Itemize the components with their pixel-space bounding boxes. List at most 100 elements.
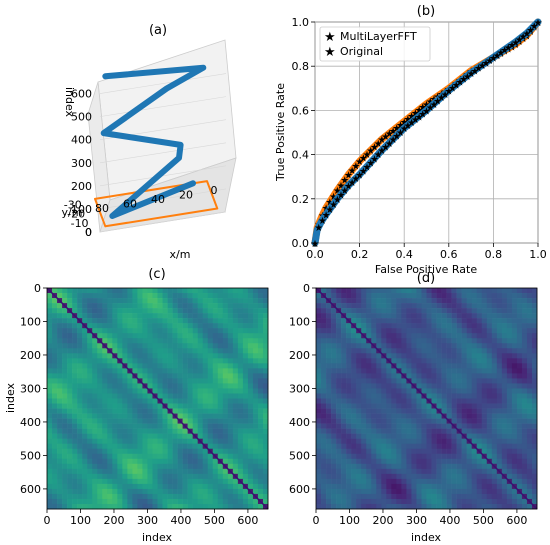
heatmap-cell (87, 293, 93, 299)
heatmap-cell (112, 403, 118, 409)
heatmap-cell (421, 443, 427, 450)
heatmap-cell (496, 438, 503, 444)
heatmap-cell (122, 423, 128, 429)
heatmap-cell (446, 358, 452, 364)
heatmap-cell (82, 388, 88, 394)
heatmap-cell (456, 368, 462, 374)
heatmap-cell (321, 353, 327, 359)
heatmap-cell (157, 348, 163, 354)
heatmap-cell (242, 438, 249, 444)
heatmap-cell (476, 368, 483, 374)
heatmap-cell (92, 428, 98, 434)
heatmap-cell (62, 478, 68, 485)
heatmap-cell (376, 293, 382, 299)
heatmap-cell (516, 383, 523, 389)
heatmap-cell (326, 378, 332, 384)
heatmap-cell (496, 498, 503, 505)
heatmap-cell (177, 313, 183, 319)
heatmap-cell (127, 478, 133, 485)
heatmap-cell (182, 403, 188, 409)
heatmap-cell (351, 368, 357, 374)
heatmap-cell (346, 323, 352, 329)
heatmap-cell (531, 293, 538, 299)
heatmap-cell (531, 453, 538, 460)
heatmap-cell (486, 503, 493, 510)
heatmap-cell (117, 323, 123, 329)
heatmap-cell (82, 488, 88, 495)
heatmap-cell (326, 463, 332, 470)
heatmap-cell (511, 463, 518, 470)
roc-multilayerfft-point: ★ (467, 69, 476, 80)
heatmap-cell (471, 343, 478, 349)
heatmap-cell (496, 458, 503, 465)
heatmap-cell (366, 363, 372, 369)
heatmap-cell (421, 493, 427, 500)
heatmap-cell (152, 383, 158, 389)
heatmap-cell (52, 393, 58, 399)
heatmap-cell (172, 498, 178, 505)
heatmap-cell (321, 313, 327, 319)
roc-multilayerfft-point: ★ (470, 66, 479, 77)
heatmap-cell (391, 458, 397, 465)
heatmap-cell (202, 363, 209, 369)
heatmap-cell (391, 453, 397, 460)
heatmap-cell (511, 343, 518, 349)
heatmap-cell (416, 378, 422, 384)
heatmap-cell (406, 498, 412, 505)
heatmap-ytick-label: 600 (20, 483, 41, 496)
heatmap-cell (426, 408, 432, 414)
heatmap-cell (97, 333, 103, 339)
heatmap-cell (426, 383, 432, 389)
heatmap-cell (57, 393, 63, 399)
heatmap-cell (127, 403, 133, 409)
heatmap-cell (132, 448, 138, 455)
heatmap-cell (87, 463, 93, 470)
heatmap-cell (351, 478, 357, 485)
heatmap-cell (227, 423, 234, 429)
heatmap-cell (182, 393, 188, 399)
heatmap-cell (511, 418, 518, 424)
heatmap-ytick-label: 300 (20, 382, 41, 395)
heatmap-cell (486, 348, 493, 354)
heatmap-cell (112, 463, 118, 470)
heatmap-cell (52, 428, 58, 434)
heatmap-cell (237, 383, 244, 389)
heatmap-cell (102, 453, 108, 460)
heatmap-cell (451, 388, 457, 394)
heatmap-cell (466, 328, 472, 334)
heatmap-cell (137, 403, 143, 409)
heatmap-cell (107, 378, 113, 384)
heatmap-cell (117, 398, 123, 404)
heatmap-cell (501, 488, 508, 495)
heatmap-cell (411, 423, 417, 429)
heatmap-cell (501, 378, 508, 384)
heatmap-cell (391, 308, 397, 314)
heatmap-cell (107, 503, 113, 510)
heatmap-cell (82, 288, 88, 294)
heatmap-cell (192, 368, 198, 374)
heatmap-cell (526, 473, 533, 480)
heatmap-cell (157, 343, 163, 349)
heatmap-cell (406, 333, 412, 339)
heatmap-cell (52, 373, 58, 379)
heatmap-cell (401, 473, 407, 480)
heatmap-cell (212, 468, 219, 475)
heatmap-cell (67, 293, 73, 299)
heatmap-cell (122, 443, 128, 450)
heatmap-cell (157, 288, 163, 294)
heatmap-cell (506, 363, 513, 369)
heatmap-cell (356, 448, 362, 455)
heatmap-cell (511, 443, 518, 450)
roc-multilayerfft-point: ★ (478, 61, 487, 72)
heatmap-cell (122, 418, 128, 424)
heatmap-cell (52, 323, 58, 329)
heatmap-cell (212, 408, 219, 414)
heatmap-cell (72, 458, 78, 465)
heatmap-cell (526, 368, 533, 374)
heatmap-cell (142, 343, 148, 349)
heatmap-cell (82, 393, 88, 399)
heatmap-cell (441, 463, 447, 470)
heatmap-cell (476, 483, 483, 490)
heatmap-cell (411, 318, 417, 324)
heatmap-xtick-label: 200 (103, 514, 124, 527)
